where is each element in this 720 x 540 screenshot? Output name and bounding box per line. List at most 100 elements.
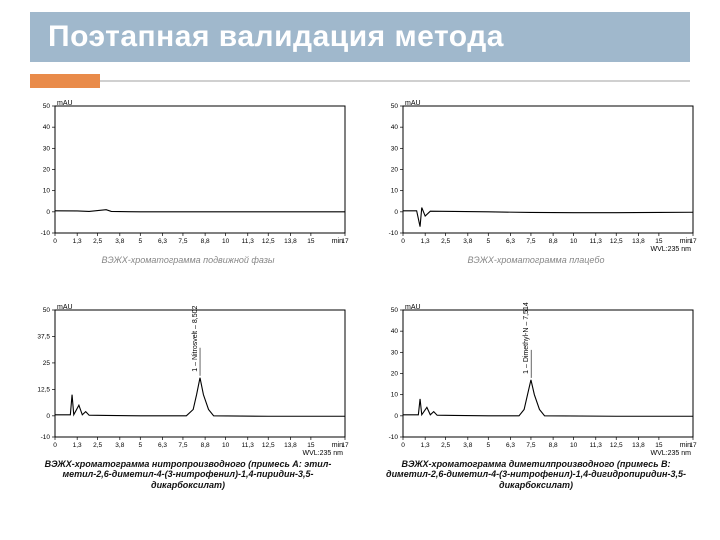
- svg-text:40: 40: [391, 328, 399, 335]
- svg-text:min: min: [332, 238, 343, 245]
- svg-text:10: 10: [391, 188, 399, 195]
- accent-block: [30, 74, 100, 88]
- svg-text:50: 50: [391, 103, 399, 110]
- svg-text:11,3: 11,3: [242, 442, 255, 449]
- svg-text:15: 15: [655, 238, 663, 245]
- svg-text:30: 30: [391, 349, 399, 356]
- svg-text:0: 0: [394, 209, 398, 216]
- caption-top-right: ВЭЖХ-хроматограмма плацебо: [370, 255, 702, 265]
- svg-text:3,8: 3,8: [463, 442, 472, 449]
- svg-text:5: 5: [138, 238, 142, 245]
- svg-text:10: 10: [43, 188, 51, 195]
- svg-text:6,3: 6,3: [506, 442, 515, 449]
- svg-text:8,8: 8,8: [549, 238, 558, 245]
- svg-text:0: 0: [53, 238, 57, 245]
- svg-text:min: min: [332, 442, 343, 449]
- svg-text:5: 5: [138, 442, 142, 449]
- svg-text:2,5: 2,5: [93, 238, 102, 245]
- svg-text:12,5: 12,5: [610, 442, 623, 449]
- svg-text:10: 10: [222, 442, 230, 449]
- svg-text:0: 0: [46, 413, 50, 420]
- svg-text:mAU: mAU: [405, 304, 421, 311]
- chromatogram-top-left: -100102030405001,32,53,856,37,58,81011,3…: [22, 98, 354, 253]
- svg-text:0: 0: [53, 442, 57, 449]
- svg-text:WVL:235 nm: WVL:235 nm: [303, 450, 344, 457]
- svg-text:50: 50: [391, 307, 399, 314]
- chart-bottom-right: -100102030405001,32,53,856,37,58,81011,3…: [370, 302, 702, 502]
- svg-text:8,8: 8,8: [549, 442, 558, 449]
- svg-text:12,5: 12,5: [37, 386, 50, 393]
- svg-text:40: 40: [391, 124, 399, 131]
- svg-text:6,3: 6,3: [506, 238, 515, 245]
- svg-text:25: 25: [43, 360, 51, 367]
- svg-text:15: 15: [307, 442, 315, 449]
- title-divider: [100, 80, 690, 82]
- svg-text:WVL:235 nm: WVL:235 nm: [651, 450, 692, 457]
- svg-text:min: min: [680, 238, 691, 245]
- svg-text:50: 50: [43, 103, 51, 110]
- svg-text:1 – Dimethyl-N – 7,514: 1 – Dimethyl-N – 7,514: [523, 302, 530, 374]
- svg-text:7,5: 7,5: [526, 238, 535, 245]
- svg-text:1,3: 1,3: [73, 238, 82, 245]
- svg-text:11,3: 11,3: [242, 238, 255, 245]
- svg-text:5: 5: [486, 238, 490, 245]
- svg-text:2,5: 2,5: [441, 238, 450, 245]
- svg-text:3,8: 3,8: [115, 442, 124, 449]
- svg-text:2,5: 2,5: [93, 442, 102, 449]
- svg-text:12,5: 12,5: [262, 442, 275, 449]
- svg-text:50: 50: [43, 307, 51, 314]
- svg-text:6,3: 6,3: [158, 442, 167, 449]
- svg-text:8,8: 8,8: [201, 442, 210, 449]
- svg-text:2,5: 2,5: [441, 442, 450, 449]
- svg-text:6,3: 6,3: [158, 238, 167, 245]
- svg-text:37,5: 37,5: [37, 333, 50, 340]
- svg-text:0: 0: [401, 238, 405, 245]
- svg-text:5: 5: [486, 442, 490, 449]
- chromatogram-bottom-left: -10012,52537,55001,32,53,856,37,58,81011…: [22, 302, 354, 457]
- svg-text:7,5: 7,5: [526, 442, 535, 449]
- svg-text:3,8: 3,8: [463, 238, 472, 245]
- chart-bottom-left: -10012,52537,55001,32,53,856,37,58,81011…: [22, 302, 354, 502]
- svg-text:11,3: 11,3: [590, 442, 603, 449]
- page-title: Поэтапная валидация метода: [48, 20, 504, 54]
- svg-text:mAU: mAU: [405, 100, 421, 107]
- svg-text:0: 0: [46, 209, 50, 216]
- svg-text:mAU: mAU: [57, 304, 73, 311]
- svg-text:1,3: 1,3: [73, 442, 82, 449]
- svg-text:20: 20: [391, 167, 399, 174]
- svg-text:WVL:235 nm: WVL:235 nm: [651, 246, 692, 253]
- svg-text:13,8: 13,8: [632, 238, 645, 245]
- svg-text:-10: -10: [41, 434, 51, 441]
- caption-bottom-right: ВЭЖХ-хроматограмма диметилпроизводного (…: [370, 459, 702, 490]
- svg-text:13,8: 13,8: [284, 238, 297, 245]
- svg-text:11,3: 11,3: [590, 238, 603, 245]
- chart-top-left: -100102030405001,32,53,856,37,58,81011,3…: [22, 98, 354, 298]
- svg-text:-10: -10: [41, 230, 51, 237]
- svg-text:-10: -10: [389, 434, 399, 441]
- svg-text:7,5: 7,5: [178, 442, 187, 449]
- svg-text:7,5: 7,5: [178, 238, 187, 245]
- charts-grid: -100102030405001,32,53,856,37,58,81011,3…: [22, 98, 702, 502]
- svg-text:13,8: 13,8: [632, 442, 645, 449]
- svg-text:-10: -10: [389, 230, 399, 237]
- svg-text:min: min: [680, 442, 691, 449]
- svg-text:13,8: 13,8: [284, 442, 297, 449]
- svg-text:15: 15: [307, 238, 315, 245]
- svg-text:10: 10: [570, 238, 578, 245]
- svg-text:mAU: mAU: [57, 100, 73, 107]
- svg-text:15: 15: [655, 442, 663, 449]
- svg-text:8,8: 8,8: [201, 238, 210, 245]
- svg-text:0: 0: [394, 413, 398, 420]
- chart-top-right: -100102030405001,32,53,856,37,58,81011,3…: [370, 98, 702, 298]
- svg-text:40: 40: [43, 124, 51, 131]
- chromatogram-top-right: -100102030405001,32,53,856,37,58,81011,3…: [370, 98, 702, 253]
- title-bar: Поэтапная валидация метода: [30, 12, 690, 62]
- caption-top-left: ВЭЖХ-хроматограмма подвижной фазы: [22, 255, 354, 265]
- svg-text:30: 30: [43, 145, 51, 152]
- caption-bottom-left: ВЭЖХ-хроматограмма нитропроизводного (пр…: [22, 459, 354, 490]
- svg-text:12,5: 12,5: [262, 238, 275, 245]
- svg-text:10: 10: [391, 392, 399, 399]
- svg-text:20: 20: [391, 371, 399, 378]
- svg-text:12,5: 12,5: [610, 238, 623, 245]
- svg-text:10: 10: [222, 238, 230, 245]
